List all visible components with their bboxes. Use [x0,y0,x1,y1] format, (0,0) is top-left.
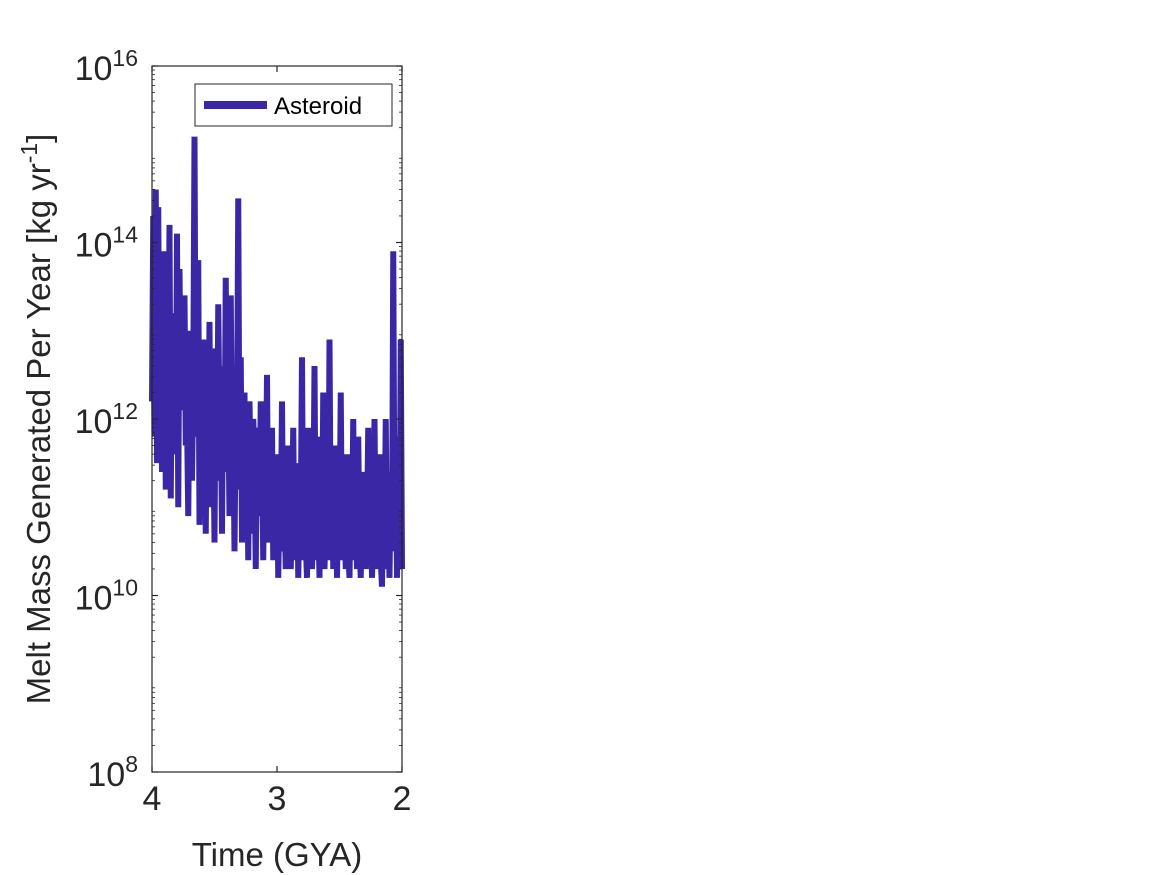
y-tick-label: 1014 [75,222,139,265]
y-tick-label-exponent: 8 [125,751,138,777]
x-axis-label: Time (GYA) [192,836,363,873]
axes-frame [151,65,403,773]
series-line-asteroid [149,136,405,587]
y-tick-label-base: 10 [75,50,113,88]
y-axis-label-end: ] [20,134,57,143]
x-tick-label: 2 [393,780,412,818]
y-tick-label-exponent: 10 [112,575,138,601]
y-axis-label-main: Melt Mass Generated Per Year [kg yr [20,163,57,704]
y-tick-label-exponent: 12 [112,398,138,424]
y-tick-label-base: 10 [75,227,113,265]
y-tick-label: 108 [87,751,138,794]
x-tick-label: 3 [268,780,287,818]
y-tick-label: 1016 [75,45,138,88]
y-tick-label-base: 10 [75,580,113,618]
y-tick-label: 1012 [75,398,138,441]
x-tick-label: 4 [143,780,162,818]
y-tick-label-exponent: 14 [112,222,138,248]
y-tick-label-base: 10 [75,403,113,441]
y-tick-label-base: 10 [87,756,125,794]
y-tick-label-exponent: 16 [112,45,138,71]
plot-area [149,65,405,773]
y-axis-label-sup: -1 [16,143,42,163]
series-layer [149,136,405,587]
x-tick-labels: 4 3 2 [143,780,412,818]
y-axis-label: Melt Mass Generated Per Year [kg yr-1] [16,134,57,705]
legend-label-asteroid: Asteroid [274,93,362,120]
legend: Asteroid [194,83,393,127]
y-tick-label: 1010 [75,575,138,618]
